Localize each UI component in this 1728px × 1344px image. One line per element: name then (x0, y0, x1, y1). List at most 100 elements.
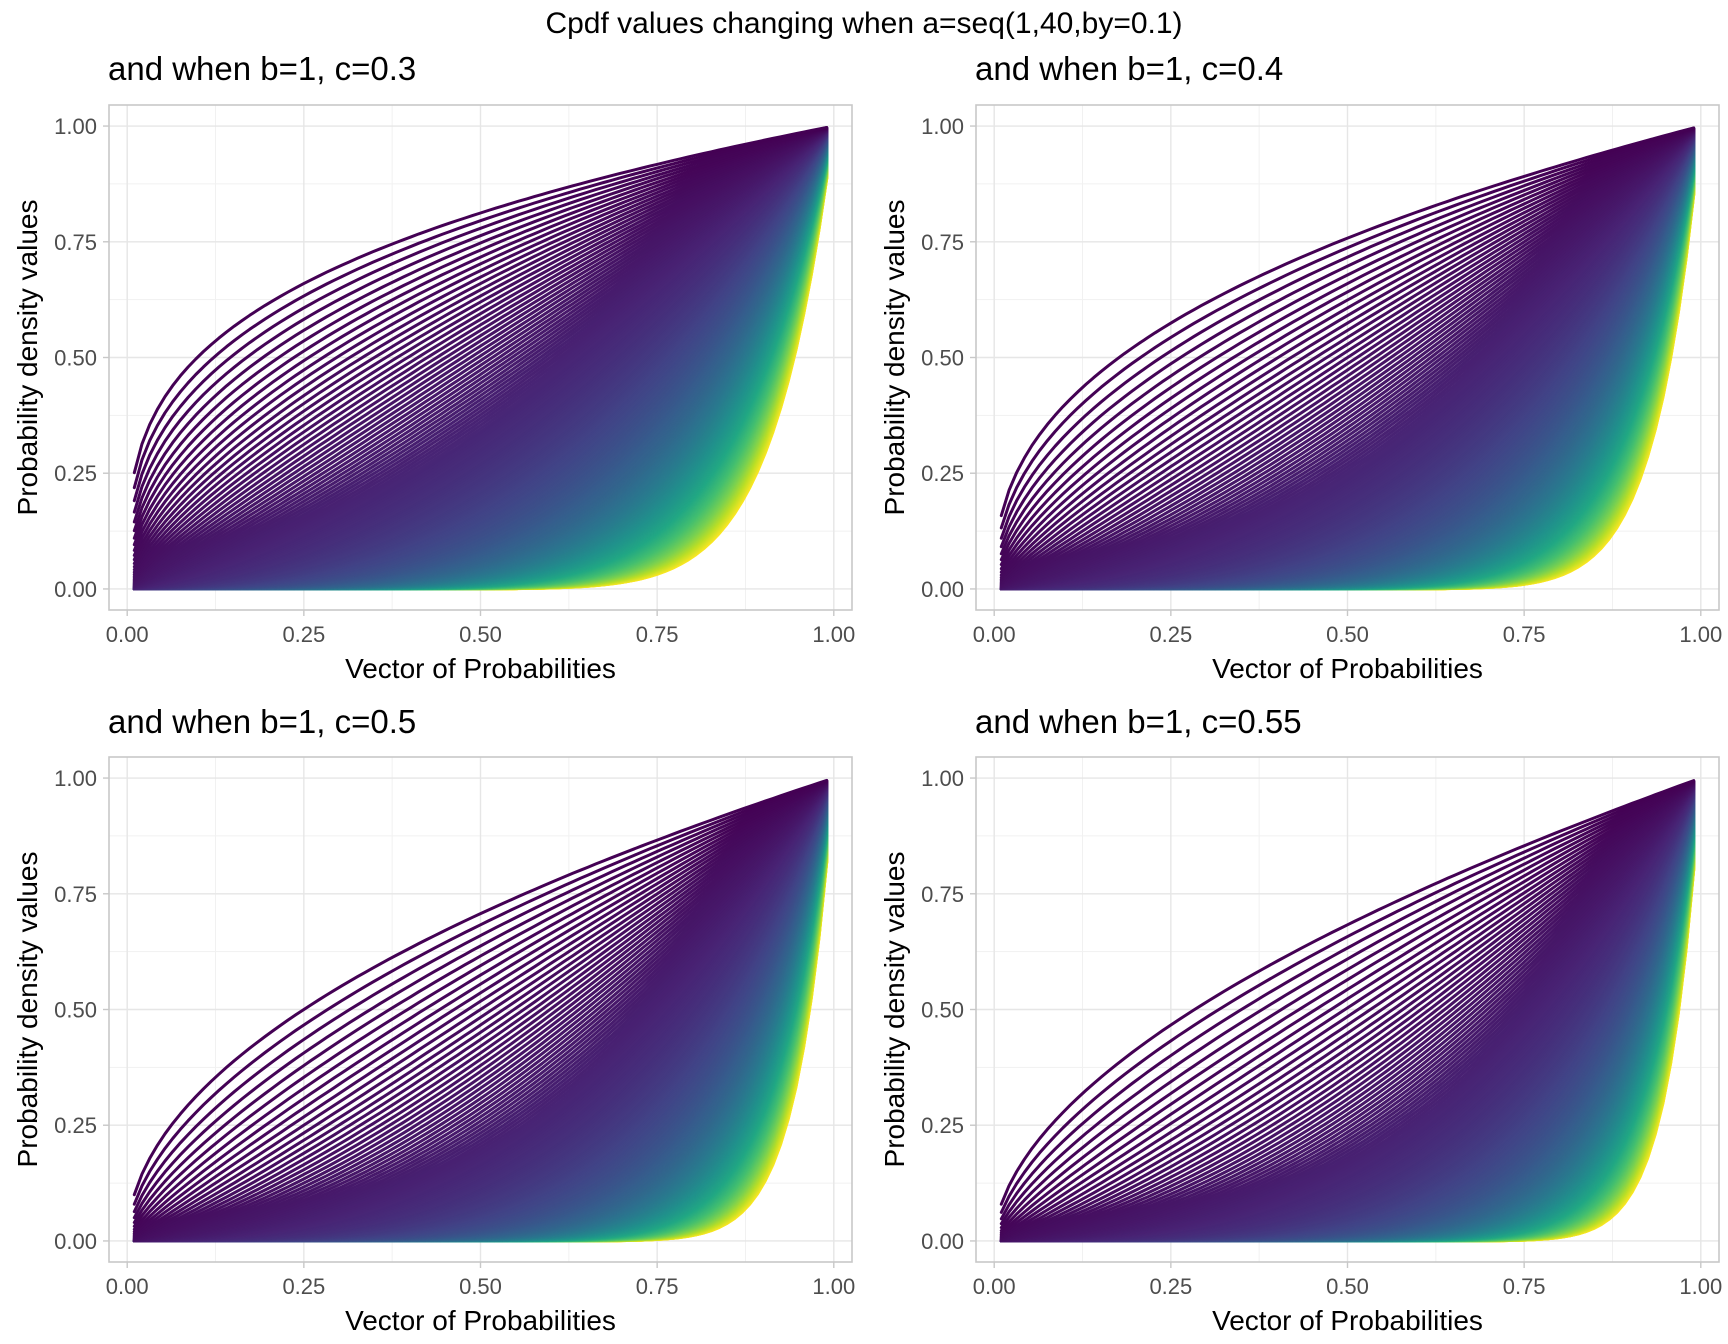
curve-line (132, 127, 829, 574)
x-tick-label: 0.50 (1326, 622, 1369, 647)
curve-line (999, 126, 1696, 530)
curve-line (132, 784, 829, 1243)
curve-line (132, 780, 829, 1231)
curve-line (999, 781, 1696, 1240)
panel-title: and when b=1, c=0.3 (108, 50, 416, 87)
curve-series (999, 779, 1696, 1243)
curve-line (999, 127, 1696, 571)
x-tick-label: 0.00 (106, 622, 149, 647)
curve-line (999, 132, 1696, 591)
curve-line (132, 784, 829, 1243)
curve-line (999, 131, 1696, 590)
curve-line (999, 782, 1696, 1242)
curve-line (999, 126, 1696, 518)
x-axis-label: Vector of Probabilities (1212, 1305, 1483, 1336)
curve-line (132, 781, 829, 1239)
y-tick-label: 1.00 (921, 114, 964, 139)
curve-line (999, 783, 1696, 1243)
curve-line (999, 129, 1696, 585)
curve-line (999, 128, 1696, 583)
curve-line (132, 782, 829, 1241)
curve-line (132, 128, 829, 580)
curve-line (132, 126, 829, 475)
curve-line (999, 129, 1696, 588)
x-axis-label: Vector of Probabilities (1212, 653, 1483, 684)
curve-line (999, 130, 1696, 589)
x-tick-label: 0.25 (1149, 622, 1192, 647)
curve-line (132, 126, 829, 533)
curve-line (132, 129, 829, 588)
curve-line (999, 784, 1696, 1243)
curve-line (999, 127, 1696, 549)
curve-line (999, 781, 1696, 1238)
curve-line (132, 130, 829, 589)
curve-line (132, 779, 829, 1206)
curve-line (999, 781, 1696, 1241)
y-tick-label: 0.00 (921, 577, 964, 602)
curve-line (132, 127, 829, 562)
curve-line (999, 780, 1696, 1235)
curve-line (132, 785, 829, 1243)
curve-line (999, 127, 1696, 574)
curve-line (132, 128, 829, 584)
curve-line (999, 128, 1696, 579)
x-tick-label: 0.75 (1503, 1274, 1546, 1299)
y-axis-label: Probability density values (12, 852, 43, 1168)
x-tick-label: 0.75 (636, 622, 679, 647)
curve-line (132, 130, 829, 590)
y-axis-label: Probability density values (879, 200, 910, 516)
curve-line (132, 129, 829, 587)
curve-line (999, 130, 1696, 590)
y-tick-label: 0.50 (921, 998, 964, 1023)
curve-line (132, 130, 829, 590)
x-tick-label: 0.25 (1149, 1274, 1192, 1299)
chart-panel-2: and when b=1, c=0.4 0.00 0.25 0.50 0.75 1.00 0… (879, 50, 1722, 684)
y-tick-label: 0.75 (921, 882, 964, 907)
curve-line (132, 127, 829, 557)
x-tick-label: 0.50 (459, 1274, 502, 1299)
curve-line (999, 127, 1696, 556)
curve-line (132, 781, 829, 1241)
curve-line (999, 784, 1696, 1243)
curve-line (999, 783, 1696, 1243)
curve-line (132, 783, 829, 1242)
curve-line (999, 131, 1696, 590)
curve-line (132, 782, 829, 1242)
y-tick-label: 0.00 (54, 577, 97, 602)
chart-panel-3: and when b=1, c=0.5 0.00 0.25 0.50 0.75 1.00 0… (12, 703, 855, 1336)
curve-line (999, 132, 1696, 591)
curve-line (132, 782, 829, 1241)
x-tick-label: 0.00 (973, 622, 1016, 647)
curve-line (132, 126, 829, 540)
curve-line (999, 131, 1696, 590)
figure-title: Cpdf values changing when a=seq(1,40,by=… (545, 7, 1182, 40)
curve-line (132, 126, 829, 503)
curve-line (132, 783, 829, 1243)
curve-line (999, 131, 1696, 590)
curve-line (132, 131, 829, 590)
curve-line (999, 132, 1696, 591)
panel-title: and when b=1, c=0.5 (108, 703, 416, 740)
x-tick-label: 0.50 (1326, 1274, 1369, 1299)
curve-line (132, 784, 829, 1243)
curve-line (132, 780, 829, 1234)
curve-line (132, 127, 829, 565)
y-tick-label: 0.50 (921, 346, 964, 371)
curve-line (132, 128, 829, 578)
curve-line (999, 128, 1696, 581)
chart-panel-4: and when b=1, c=0.55 0.00 0.25 0.50 0.75 1.00… (879, 703, 1722, 1336)
curve-line (132, 130, 829, 589)
y-tick-label: 0.00 (921, 1229, 964, 1254)
chart-panel-1: and when b=1, c=0.3 0.00 0.25 0.50 0.75 1.00 0… (12, 50, 855, 684)
curve-line (132, 779, 829, 1220)
curve-line (132, 130, 829, 590)
curve-series (132, 126, 829, 591)
x-tick-label: 1.00 (812, 622, 855, 647)
curve-line (132, 781, 829, 1240)
curve-line (999, 779, 1696, 1226)
curve-line (999, 130, 1696, 590)
curve-line (132, 128, 829, 581)
curve-line (132, 781, 829, 1238)
y-tick-label: 0.25 (54, 1113, 97, 1138)
curve-line (999, 131, 1696, 591)
